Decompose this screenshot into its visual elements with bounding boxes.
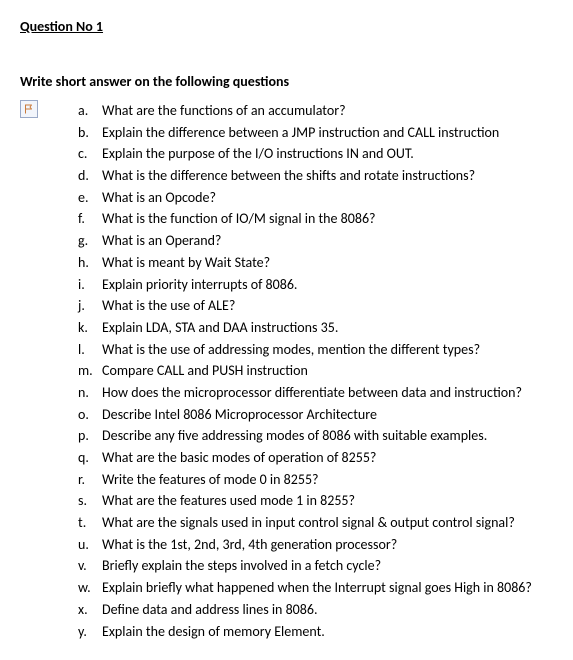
list-text: What is the difference between the shift… xyxy=(102,165,553,187)
list-text: What are the basic modes of operation of… xyxy=(102,447,553,469)
list-marker: k. xyxy=(78,317,102,339)
list-item: c.Explain the purpose of the I/O instruc… xyxy=(78,143,553,165)
list-item: u.What is the 1st, 2nd, 3rd, 4th generat… xyxy=(78,534,553,556)
list-marker: l. xyxy=(78,339,102,361)
list-text: Explain priority interrupts of 8086. xyxy=(102,274,553,296)
list-item: b.Explain the difference between a JMP i… xyxy=(78,122,553,144)
list-text: Explain LDA, STA and DAA instructions 35… xyxy=(102,317,553,339)
list-item: l.What is the use of addressing modes, m… xyxy=(78,339,553,361)
list-marker: c. xyxy=(78,143,102,165)
list-text: What is the use of addressing modes, men… xyxy=(102,339,553,361)
list-marker: m. xyxy=(78,360,102,382)
list-marker: u. xyxy=(78,534,102,556)
list-item: i.Explain priority interrupts of 8086. xyxy=(78,274,553,296)
list-marker: h. xyxy=(78,252,102,274)
list-text: What are the signals used in input contr… xyxy=(102,512,553,534)
list-item: h.What is meant by Wait State? xyxy=(78,252,553,274)
list-text: Explain the purpose of the I/O instructi… xyxy=(102,143,553,165)
list-marker: o. xyxy=(78,404,102,426)
list-marker: r. xyxy=(78,469,102,491)
list-text: Briefly explain the steps involved in a … xyxy=(102,555,553,577)
flag-icon xyxy=(20,100,38,118)
list-text: What is an Opcode? xyxy=(102,187,553,209)
list-text: What is an Operand? xyxy=(102,230,553,252)
list-item: o.Describe Intel 8086 Microprocessor Arc… xyxy=(78,404,553,426)
list-marker: s. xyxy=(78,490,102,512)
list-marker: i. xyxy=(78,274,102,296)
list-marker: w. xyxy=(78,577,102,599)
list-item: t.What are the signals used in input con… xyxy=(78,512,553,534)
list-text: Define data and address lines in 8086. xyxy=(102,599,553,621)
list-item: d.What is the difference between the shi… xyxy=(78,165,553,187)
list-marker: g. xyxy=(78,230,102,252)
list-item: p.Describe any five addressing modes of … xyxy=(78,425,553,447)
list-marker: d. xyxy=(78,165,102,187)
list-item: m.Compare CALL and PUSH instruction xyxy=(78,360,553,382)
list-item: q.What are the basic modes of operation … xyxy=(78,447,553,469)
list-text: Compare CALL and PUSH instruction xyxy=(102,360,553,382)
list-marker: n. xyxy=(78,382,102,404)
list-text: What is the 1st, 2nd, 3rd, 4th generatio… xyxy=(102,534,553,556)
list-item: r.Write the features of mode 0 in 8255? xyxy=(78,469,553,491)
list-item: w.Explain briefly what happened when the… xyxy=(78,577,553,599)
list-marker: t. xyxy=(78,512,102,534)
list-marker: p. xyxy=(78,425,102,447)
list-item: n.How does the microprocessor differenti… xyxy=(78,382,553,404)
list-text: What is the function of IO/M signal in t… xyxy=(102,208,553,230)
list-text: Describe any five addressing modes of 80… xyxy=(102,425,553,447)
list-marker: b. xyxy=(78,122,102,144)
list-text: How does the microprocessor differentiat… xyxy=(102,382,553,404)
list-text: Explain the design of memory Element. xyxy=(102,621,553,643)
list-item: k.Explain LDA, STA and DAA instructions … xyxy=(78,317,553,339)
list-text: Write the features of mode 0 in 8255? xyxy=(102,469,553,491)
list-text: What are the features used mode 1 in 825… xyxy=(102,490,553,512)
list-item: e.What is an Opcode? xyxy=(78,187,553,209)
list-item: x.Define data and address lines in 8086. xyxy=(78,599,553,621)
list-text: What are the functions of an accumulator… xyxy=(102,100,553,122)
list-marker: x. xyxy=(78,599,102,621)
list-marker: j. xyxy=(78,295,102,317)
list-item: s.What are the features used mode 1 in 8… xyxy=(78,490,553,512)
list-text: Describe Intel 8086 Microprocessor Archi… xyxy=(102,404,553,426)
list-item: j.What is the use of ALE? xyxy=(78,295,553,317)
list-marker: y. xyxy=(78,621,102,643)
list-marker: a. xyxy=(78,100,102,122)
list-text: Explain the difference between a JMP ins… xyxy=(102,122,553,144)
instruction-text: Write short answer on the following ques… xyxy=(20,73,553,90)
question-list: a.What are the functions of an accumulat… xyxy=(20,100,553,642)
list-item: v.Briefly explain the steps involved in … xyxy=(78,555,553,577)
list-item: a.What are the functions of an accumulat… xyxy=(78,100,553,122)
list-marker: v. xyxy=(78,555,102,577)
list-marker: q. xyxy=(78,447,102,469)
list-item: y. Explain the design of memory Element. xyxy=(78,621,553,643)
list-marker: f. xyxy=(78,208,102,230)
list-text: What is meant by Wait State? xyxy=(102,252,553,274)
list-text: What is the use of ALE? xyxy=(102,295,553,317)
list-text: Explain briefly what happened when the I… xyxy=(102,577,553,599)
list-marker: e. xyxy=(78,187,102,209)
list-item: g.What is an Operand? xyxy=(78,230,553,252)
question-heading: Question No 1 xyxy=(20,18,553,35)
list-item: f.What is the function of IO/M signal in… xyxy=(78,208,553,230)
